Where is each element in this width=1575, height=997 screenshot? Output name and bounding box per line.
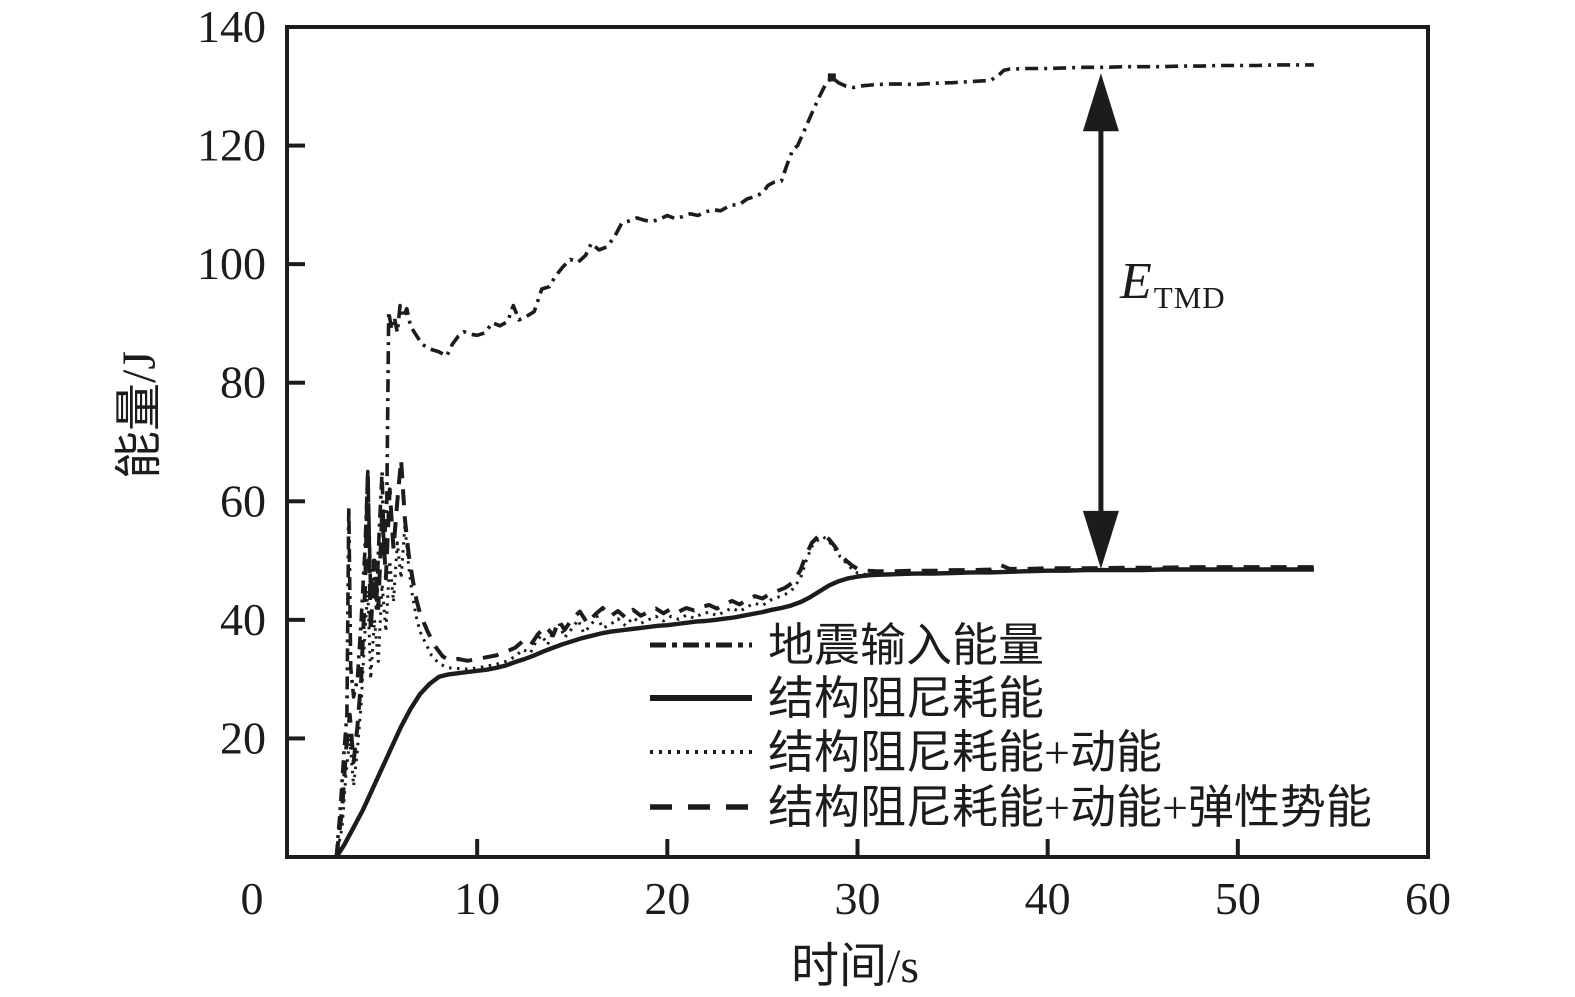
y-tick-label: 140 [197, 1, 266, 52]
curve-dash-dot [334, 63, 1314, 858]
x-tick-label: 10 [454, 873, 500, 924]
y-tick-label: 120 [197, 120, 266, 171]
legend-label: 结构阻尼耗能+动能 [768, 727, 1162, 778]
x-tick-label: 60 [1405, 873, 1451, 924]
etmd-subscript: TMD [1153, 280, 1226, 315]
x-tick-label: 20 [644, 873, 690, 924]
x-tick-label: 0 [241, 873, 264, 924]
etmd-arrow-head-down [1082, 510, 1119, 569]
x-tick-label: 30 [835, 873, 881, 924]
etmd-annotation: ETMD [1120, 252, 1226, 316]
curve-dotted [334, 523, 1314, 858]
legend-label: 结构阻尼耗能+动能+弹性势能 [768, 782, 1372, 833]
etmd-arrow-head-up [1082, 73, 1119, 132]
x-tick-label: 40 [1025, 873, 1071, 924]
curve-solid [334, 567, 1314, 859]
curve-marker-square [827, 73, 836, 82]
y-tick-label: 100 [197, 238, 266, 289]
y-tick-label: 40 [220, 594, 266, 645]
y-tick-label: 60 [220, 475, 266, 526]
y-tick-label: 20 [220, 712, 266, 763]
y-axis-title: 能量/J [113, 350, 166, 480]
legend-label: 地震输入能量 [768, 620, 1044, 671]
y-tick-label: 80 [220, 357, 266, 408]
legend-label: 结构阻尼耗能 [768, 673, 1044, 724]
x-axis-title: 时间/s [790, 940, 920, 993]
etmd-symbol: E [1120, 253, 1152, 310]
x-tick-label: 50 [1215, 873, 1261, 924]
plot-border [285, 25, 1430, 859]
curve-dashed [334, 457, 1314, 858]
